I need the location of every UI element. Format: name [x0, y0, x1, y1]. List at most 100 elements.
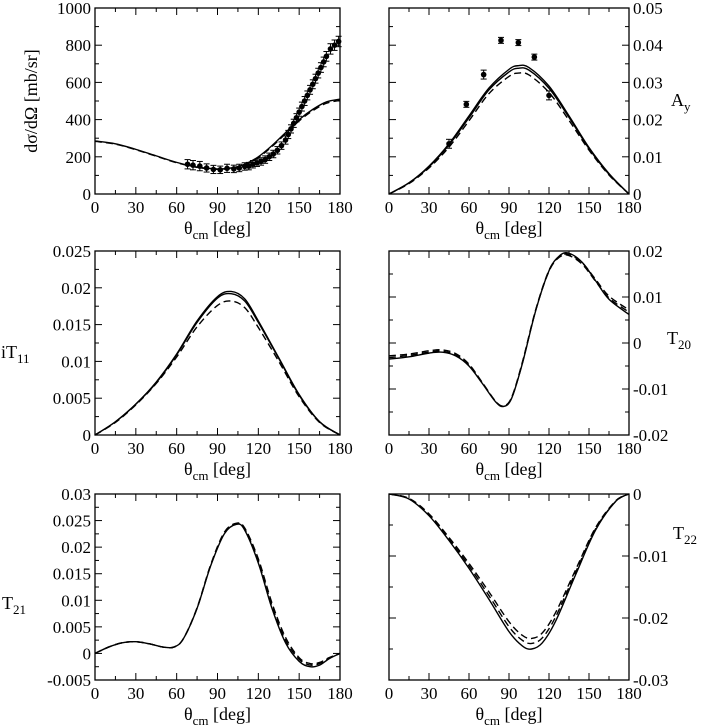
y-tick-label: 0.005 [53, 618, 91, 637]
y-tick-label: 0.01 [61, 352, 91, 371]
x-tick-label: 120 [246, 198, 272, 217]
x-tick-label: 150 [286, 684, 312, 703]
y-tick-label: 400 [66, 111, 92, 130]
data-point [203, 165, 210, 171]
y-tick-label: 0.02 [633, 111, 663, 130]
panel-T20: 0 30 60 90 120 150 180-0.02 -0.01 0 0.01 0.02 θcm [… [385, 242, 691, 483]
data-point [270, 151, 277, 157]
data-point [217, 167, 224, 173]
data-point [307, 87, 313, 93]
y-tick-label: -0.01 [633, 380, 668, 399]
x-tick-label: 90 [501, 684, 518, 703]
data-point [312, 75, 319, 82]
x-axis-unit: [deg] [500, 704, 542, 724]
x-axis-subscript: cm [484, 227, 500, 242]
series-dashed2-line [388, 254, 630, 407]
x-axis-title: θcm [deg] [184, 704, 251, 727]
data-point [323, 53, 330, 60]
y-tick-label: 0.01 [633, 148, 663, 167]
x-axis-subscript: cm [193, 468, 209, 483]
y-tick-label: 0 [83, 426, 92, 445]
series-solid2-line [388, 67, 630, 195]
x-tick-label: 180 [327, 198, 353, 217]
data-point [531, 54, 538, 60]
y-axis-title: T21 [2, 593, 26, 617]
data-point [197, 163, 203, 169]
x-tick-label: 30 [127, 198, 144, 217]
series-dashed-line [94, 300, 341, 436]
x-tick-label: 90 [501, 439, 518, 458]
x-tick-label: 60 [168, 439, 185, 458]
y-tick-label: -0.02 [633, 426, 668, 445]
data-point [546, 92, 552, 99]
x-axis-title: θcm [deg] [476, 704, 543, 727]
x-tick-label: 30 [421, 684, 438, 703]
x-axis-symbol: θ [184, 704, 193, 724]
y-tick-label: -0.005 [47, 671, 91, 690]
x-axis-unit: [deg] [500, 218, 542, 238]
x-tick-label: 150 [286, 439, 312, 458]
x-tick-label: 180 [616, 198, 642, 217]
x-tick-label: 120 [536, 684, 562, 703]
x-tick-label: 120 [246, 439, 272, 458]
x-axis-subscript: cm [193, 713, 209, 727]
x-tick-label: 180 [616, 684, 642, 703]
x-axis-title: θcm [deg] [476, 459, 543, 483]
y-axis-symbol: T [667, 328, 678, 348]
series-solid-line [388, 493, 630, 650]
data-point [318, 64, 324, 71]
y-tick-label: 1000 [57, 0, 91, 18]
y-axis-title: dσ/dΩ [mb/sr] [21, 49, 41, 153]
data-point [498, 37, 504, 44]
y-tick-label: 0.05 [633, 0, 663, 18]
x-tick-label: 30 [127, 684, 144, 703]
series-dashed2-line [388, 493, 630, 645]
x-tick-label: 0 [91, 439, 100, 458]
y-tick-label: 0 [633, 185, 642, 204]
y-tick-label: -0.01 [633, 547, 668, 566]
x-tick-label: 120 [536, 439, 562, 458]
series-dashed-line [388, 72, 630, 195]
x-tick-label: 0 [385, 439, 394, 458]
panel-T22: 0 30 60 90 120 150 180-0.03 -0.02 -0.01 0 θcm [deg… [385, 485, 697, 727]
y-tick-label: -0.02 [633, 609, 668, 628]
x-tick-label: 150 [286, 198, 312, 217]
x-axis-unit: [deg] [209, 218, 251, 238]
x-tick-label: 150 [576, 198, 602, 217]
y-tick-label: 0.015 [53, 316, 91, 335]
data-point [320, 59, 327, 65]
y-tick-label: 0.025 [53, 242, 91, 261]
data-point [231, 166, 237, 172]
data-point [184, 161, 191, 168]
data-point [224, 165, 230, 172]
y-tick-label: 0 [633, 485, 642, 504]
y-tick-label: 800 [66, 36, 92, 55]
data-point [296, 109, 302, 115]
x-tick-label: 0 [91, 198, 100, 217]
data-point [480, 71, 487, 78]
x-tick-label: 30 [127, 439, 144, 458]
series-solid-line [388, 252, 630, 408]
y-axis-subscript: y [684, 99, 691, 114]
plot-frame [388, 493, 630, 681]
x-axis-subscript: cm [484, 713, 500, 727]
x-tick-label: 60 [461, 198, 478, 217]
x-tick-label: 90 [209, 684, 226, 703]
x-tick-label: 30 [421, 198, 438, 217]
data-point [446, 140, 452, 147]
y-tick-label: 0.04 [633, 36, 663, 55]
x-tick-label: 180 [327, 439, 353, 458]
data-point [190, 162, 196, 168]
y-tick-label: 0.01 [61, 591, 91, 610]
x-axis-symbol: θ [184, 218, 193, 238]
y-axis-subscript: 20 [678, 337, 691, 352]
data-point [236, 165, 243, 171]
y-tick-label: 0.03 [633, 73, 663, 92]
y-tick-label: 200 [66, 148, 92, 167]
x-axis-unit: [deg] [500, 459, 542, 479]
x-axis-symbol: θ [184, 459, 193, 479]
x-axis-title: θcm [deg] [184, 218, 251, 242]
y-axis-symbol: A [671, 90, 684, 110]
y-axis-title: T20 [667, 328, 691, 352]
